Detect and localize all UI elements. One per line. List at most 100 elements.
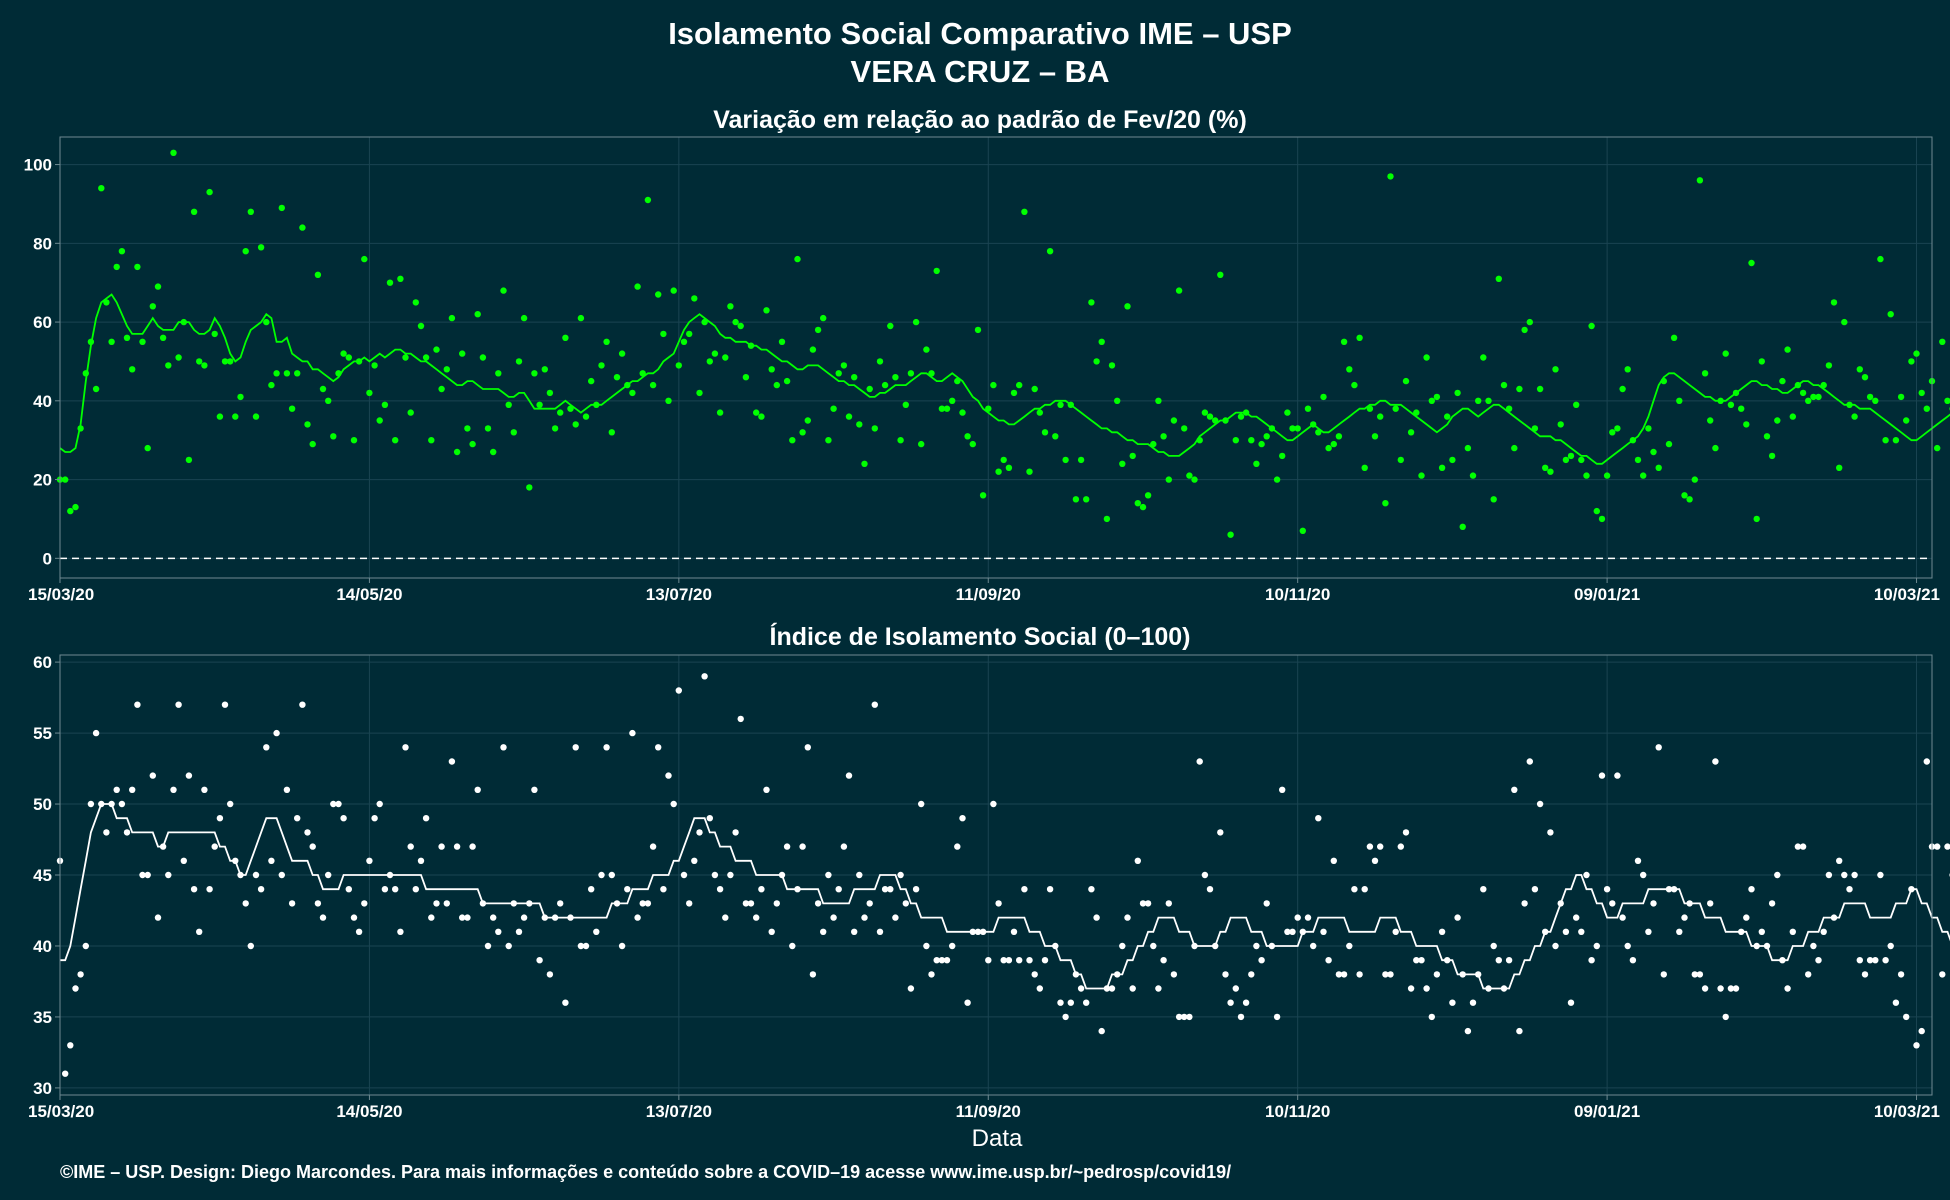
top-data-point (912, 318, 920, 326)
bottom-data-point (1382, 971, 1389, 978)
top-data-point (1892, 437, 1900, 444)
top-data-point (1526, 318, 1534, 326)
bottom-data-point (1815, 957, 1822, 964)
top-data-point (1882, 437, 1889, 444)
top-data-point (773, 381, 780, 389)
bottom-data-point (247, 942, 254, 950)
top-data-point (1779, 377, 1786, 385)
bottom-data-point (345, 886, 352, 893)
top-data-point (134, 263, 141, 271)
top-data-point (1480, 354, 1487, 361)
bottom-data-point (263, 744, 270, 751)
top-data-point (763, 307, 770, 314)
top-data-point (1289, 425, 1296, 432)
bottom-data-point (1433, 971, 1441, 978)
x-tick-label: 14/05/20 (336, 585, 402, 604)
top-data-point (1701, 370, 1709, 377)
bottom-data-point (1041, 957, 1049, 964)
bottom-data-point (309, 843, 316, 850)
bottom-data-point (856, 871, 863, 879)
bottom-data-point (1861, 971, 1869, 978)
bottom-data-point (180, 857, 187, 864)
bottom-data-point (1237, 1013, 1245, 1021)
y-tick-label: 40 (33, 937, 52, 956)
top-data-point (1371, 433, 1379, 440)
bottom-data-point (665, 772, 672, 779)
x-tick-label: 13/07/20 (646, 1102, 712, 1121)
bottom-data-point (1805, 971, 1812, 978)
bottom-data-point (1918, 1027, 1925, 1035)
top-data-point (1464, 444, 1472, 452)
bottom-data-point (1279, 786, 1286, 793)
bottom-data-point (319, 914, 327, 921)
bottom-data-point (1454, 914, 1461, 921)
top-data-point (598, 362, 605, 369)
bottom-data-point (1603, 886, 1611, 893)
top-data-point (1521, 326, 1528, 334)
bottom-data-point (1119, 942, 1126, 950)
bottom-data-point (675, 687, 682, 694)
top-data-point (263, 318, 270, 326)
bottom-data-point (722, 914, 729, 921)
top-data-point (443, 366, 450, 373)
bottom-data-point (1423, 985, 1430, 992)
top-data-point (201, 362, 208, 369)
top-data-point (1382, 500, 1389, 507)
y-tick-label: 40 (33, 392, 52, 411)
bottom-data-point (92, 729, 100, 737)
bottom-data-point (1088, 886, 1095, 893)
bottom-data-point (490, 914, 497, 921)
x-tick-label: 15/03/20 (28, 1102, 94, 1121)
bottom-data-point (747, 900, 755, 907)
bottom-data-point (1315, 815, 1322, 822)
top-data-point (1856, 366, 1864, 373)
bottom-data-point (443, 900, 450, 907)
top-data-point (541, 366, 548, 373)
top-data-point (1696, 177, 1704, 184)
bottom-data-point (304, 829, 311, 836)
bottom-data-point (355, 928, 363, 935)
top-data-point (1573, 401, 1580, 408)
top-data-point (294, 370, 301, 377)
bottom-data-point (1882, 957, 1889, 964)
top-data-point (1160, 433, 1167, 440)
bottom-data-point (835, 886, 842, 893)
bottom-data-point (768, 928, 775, 935)
bottom-data-point (123, 829, 131, 836)
bottom-data-point (1062, 1013, 1069, 1021)
top-data-point (1908, 358, 1915, 365)
top-data-point (1681, 492, 1688, 499)
top-data-point (820, 314, 827, 322)
bottom-data-point (1253, 942, 1260, 950)
top-data-point (1676, 397, 1683, 404)
top-data-point (1263, 433, 1270, 440)
top-data-point (1542, 464, 1549, 471)
bottom-data-point (1325, 957, 1332, 964)
top-data-point (72, 503, 79, 511)
y-tick-label: 60 (33, 653, 52, 672)
bottom-data-point (1077, 985, 1085, 992)
bottom-data-point (912, 886, 920, 893)
bottom-data-point (1495, 957, 1503, 964)
bottom-data-point (257, 886, 265, 893)
top-data-point (211, 330, 218, 338)
top-data-point (1413, 409, 1420, 416)
top-data-point (1407, 429, 1415, 436)
top-data-point (1665, 440, 1673, 448)
top-data-point (1077, 456, 1085, 464)
top-data-point (1934, 444, 1941, 452)
bottom-data-point (1892, 999, 1900, 1006)
top-data-point (1784, 346, 1791, 353)
top-data-point (1330, 440, 1338, 448)
bottom-data-point (1201, 871, 1209, 879)
bottom-data-point (428, 914, 435, 921)
bottom-data-point (680, 871, 688, 879)
bottom-data-point (1629, 957, 1637, 964)
bottom-data-point (907, 985, 915, 992)
bottom-data-point (1139, 900, 1147, 907)
bottom-data-point (1717, 985, 1724, 992)
top-data-point (1402, 377, 1410, 385)
bottom-data-point (1377, 843, 1384, 850)
top-data-point (783, 377, 791, 385)
top-data-point (448, 314, 456, 322)
